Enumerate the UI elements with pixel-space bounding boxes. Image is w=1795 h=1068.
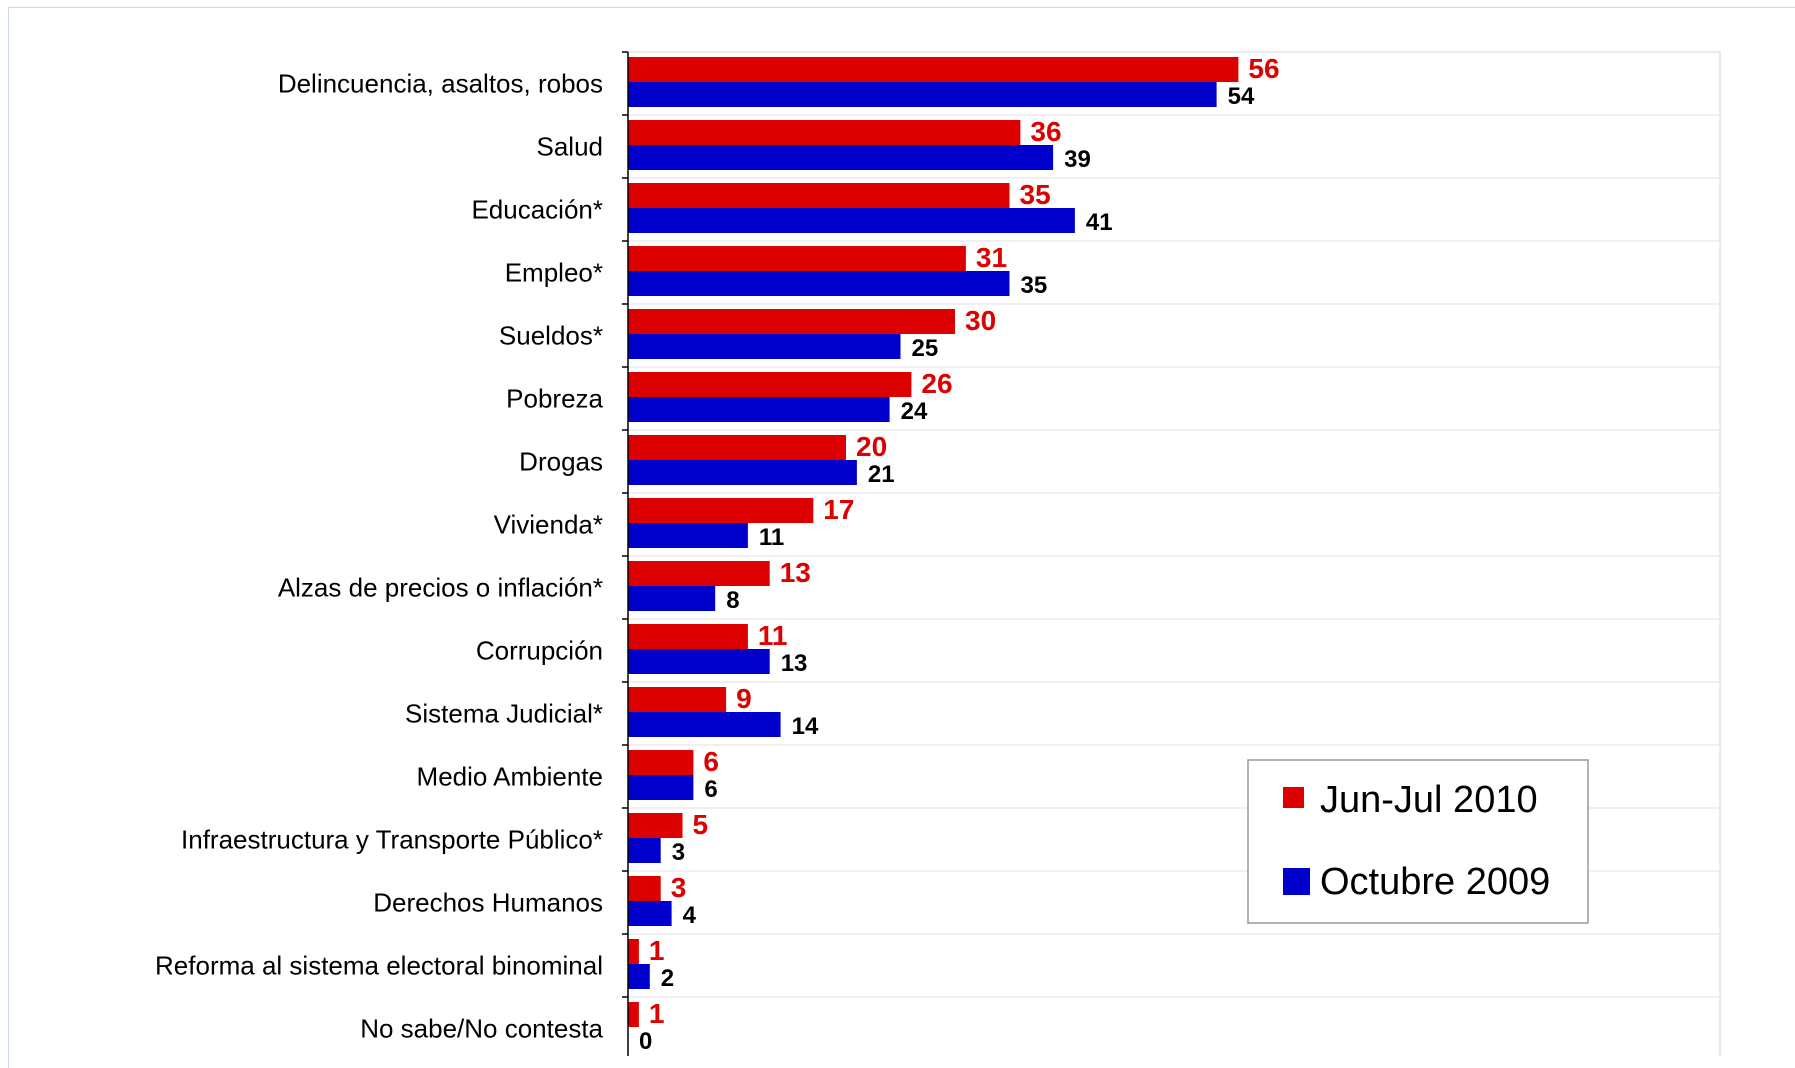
category-label: Medio Ambiente [417, 762, 603, 792]
legend-box [1247, 759, 1589, 924]
data-label: 30 [965, 305, 996, 336]
bar-octubre-2009 [628, 397, 890, 422]
bar-jun-jul-2010 [628, 561, 770, 586]
data-label: 25 [912, 335, 939, 362]
data-label: 2 [661, 965, 674, 992]
data-label: 3 [672, 839, 685, 866]
bar-jun-jul-2010 [628, 246, 966, 271]
data-label: 56 [1248, 53, 1279, 84]
bar-octubre-2009 [628, 82, 1217, 107]
bar-jun-jul-2010 [628, 435, 846, 460]
bar-jun-jul-2010 [628, 372, 912, 397]
data-label: 17 [823, 494, 854, 525]
category-label: Derechos Humanos [373, 888, 603, 918]
data-label: 41 [1086, 209, 1113, 236]
data-label: 35 [1020, 179, 1051, 210]
bars [628, 57, 1239, 1027]
bar-jun-jul-2010 [628, 750, 694, 775]
data-label: 1 [649, 998, 665, 1029]
bar-octubre-2009 [628, 460, 857, 485]
data-label: 6 [703, 746, 719, 777]
data-label: 4 [683, 902, 697, 929]
data-label: 13 [780, 557, 811, 588]
bar-octubre-2009 [628, 208, 1075, 233]
data-label: 0 [639, 1028, 652, 1055]
category-label: Salud [537, 132, 604, 162]
category-label: Delincuencia, asaltos, robos [278, 69, 603, 99]
bar-octubre-2009 [628, 145, 1054, 170]
data-label: 3 [671, 872, 687, 903]
category-label: Corrupción [476, 636, 603, 666]
category-label: Alzas de precios o inflación* [278, 573, 603, 603]
category-label: Drogas [519, 447, 603, 477]
bar-jun-jul-2010 [628, 1002, 639, 1027]
bar-octubre-2009 [628, 649, 770, 674]
data-label: 8 [726, 587, 739, 614]
data-label: 36 [1030, 116, 1061, 147]
data-label: 11 [758, 620, 788, 651]
bar-jun-jul-2010 [628, 939, 639, 964]
bar-octubre-2009 [628, 712, 781, 737]
bar-octubre-2009 [628, 523, 748, 548]
data-label: 24 [901, 398, 928, 425]
bar-octubre-2009 [628, 838, 661, 863]
data-label: 39 [1064, 146, 1091, 173]
legend: Jun-Jul 2010 Octubre 2009 [1247, 759, 1589, 924]
category-label: No sabe/No contesta [360, 1014, 603, 1044]
bar-jun-jul-2010 [628, 624, 748, 649]
data-label: 31 [976, 242, 1007, 273]
category-label: Pobreza [506, 384, 603, 414]
bar-jun-jul-2010 [628, 813, 683, 838]
data-label: 6 [704, 776, 717, 803]
data-label: 14 [792, 713, 819, 740]
data-label: 20 [856, 431, 887, 462]
category-label: Sistema Judicial* [405, 699, 603, 729]
bar-jun-jul-2010 [628, 498, 814, 523]
bar-jun-jul-2010 [628, 57, 1239, 82]
data-label: 11 [759, 524, 784, 551]
category-label: Educación* [471, 195, 603, 225]
bar-jun-jul-2010 [628, 687, 727, 712]
data-label: 5 [693, 809, 709, 840]
bar-jun-jul-2010 [628, 183, 1010, 208]
legend-label-series-1: Jun-Jul 2010 [1320, 779, 1538, 821]
legend-swatch-series-2 [1283, 868, 1310, 895]
data-label: 9 [736, 683, 752, 714]
bar-octubre-2009 [628, 964, 650, 989]
category-label: Vivienda* [494, 510, 603, 540]
category-label: Reforma al sistema electoral binominal [155, 951, 603, 981]
data-label: 13 [781, 650, 808, 677]
bar-jun-jul-2010 [628, 309, 955, 334]
category-label: Infraestructura y Transporte Público* [181, 825, 603, 855]
bar-jun-jul-2010 [628, 120, 1021, 145]
bar-octubre-2009 [628, 901, 672, 926]
axis-ticks [622, 51, 628, 998]
bar-jun-jul-2010 [628, 876, 661, 901]
bar-octubre-2009 [628, 334, 901, 359]
data-label: 26 [921, 368, 952, 399]
bar-octubre-2009 [628, 775, 694, 800]
data-label: 35 [1021, 272, 1048, 299]
data-label: 21 [868, 461, 895, 488]
gridlines [628, 114, 1720, 998]
category-label: Empleo* [505, 258, 603, 288]
bar-octubre-2009 [628, 586, 716, 611]
legend-label-series-2: Octubre 2009 [1320, 861, 1550, 903]
bar-octubre-2009 [628, 271, 1010, 296]
legend-swatch-series-1 [1283, 787, 1304, 808]
category-label: Sueldos* [499, 321, 603, 351]
data-label: 1 [649, 935, 665, 966]
data-label: 54 [1228, 83, 1255, 110]
